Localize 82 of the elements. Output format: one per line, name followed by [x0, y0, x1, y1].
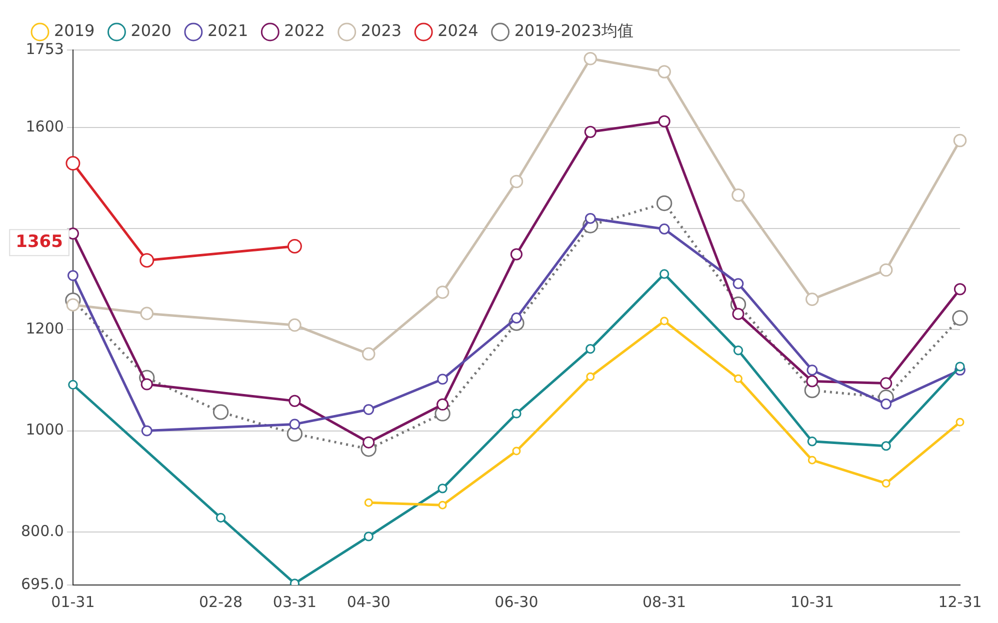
point: [806, 364, 818, 376]
point: [954, 283, 966, 296]
point: [140, 378, 153, 390]
y-tick-label: 800.0: [20, 522, 64, 540]
point: [658, 65, 671, 78]
legend-label: 2022: [284, 21, 325, 40]
point: [658, 224, 670, 234]
point: [660, 316, 669, 326]
point: [806, 292, 819, 306]
y-tick-label: 1753: [26, 40, 64, 58]
point: [952, 310, 968, 326]
x-tick-label: 10-31: [790, 592, 834, 611]
point: [807, 436, 818, 446]
point: [880, 398, 892, 410]
point: [732, 308, 744, 320]
point: [436, 398, 449, 411]
point: [808, 456, 816, 464]
point: [880, 377, 892, 390]
legend-label: 2023: [360, 21, 402, 40]
y-tick-label: 1000: [26, 420, 64, 439]
point: [658, 115, 670, 128]
legend-label: 2020: [130, 21, 172, 40]
point: [437, 374, 448, 385]
legend-label: 2019-2023均值: [514, 21, 634, 40]
point: [68, 380, 78, 390]
y-tick-label: 695.0: [20, 574, 64, 593]
point: [953, 134, 967, 148]
point: [806, 375, 818, 388]
point: [584, 52, 598, 66]
point: [584, 126, 596, 138]
point: [586, 344, 596, 354]
point: [879, 263, 893, 277]
point: [364, 498, 373, 507]
x-tick-label: 04-30: [346, 592, 390, 611]
point: [67, 270, 78, 281]
point: [140, 306, 154, 320]
legend-label: 2021: [207, 21, 248, 40]
point: [364, 532, 374, 542]
x-tick-label: 03-31: [272, 592, 317, 611]
point: [510, 248, 523, 260]
x-tick-label: 06-30: [494, 592, 538, 611]
point: [141, 425, 152, 436]
point: [511, 312, 522, 324]
point: [287, 238, 302, 254]
point: [512, 408, 522, 418]
point: [956, 418, 964, 426]
y-tick-label: 1600: [26, 117, 64, 136]
point: [656, 195, 672, 212]
point: [955, 362, 965, 372]
point: [436, 286, 450, 299]
point: [216, 512, 226, 523]
point: [512, 446, 521, 456]
point: [586, 372, 595, 381]
point: [438, 500, 447, 510]
x-tick-label: 08-31: [642, 592, 686, 611]
point: [288, 318, 302, 332]
legend-label: 2019: [54, 21, 95, 40]
point: [212, 404, 229, 420]
y-tick-label: 1200: [26, 320, 64, 338]
point: [732, 188, 745, 202]
point: [66, 156, 80, 171]
point: [882, 479, 890, 488]
point: [66, 298, 80, 312]
point: [732, 278, 744, 290]
point: [140, 253, 154, 268]
point: [438, 484, 448, 494]
point: [881, 441, 891, 451]
point: [362, 347, 376, 361]
x-tick-label: 01-31: [51, 592, 95, 611]
point: [288, 394, 301, 407]
point: [584, 212, 596, 224]
point: [362, 436, 375, 448]
point: [363, 404, 374, 415]
legend-label: 2024: [438, 21, 478, 40]
point: [510, 174, 524, 188]
point: [659, 269, 670, 279]
point: [734, 374, 742, 383]
x-tick-label: 12-31: [938, 592, 982, 611]
x-tick-label: 02-28: [198, 592, 243, 611]
point: [289, 418, 300, 430]
point: [733, 346, 744, 356]
text: 1365: [16, 232, 63, 252]
